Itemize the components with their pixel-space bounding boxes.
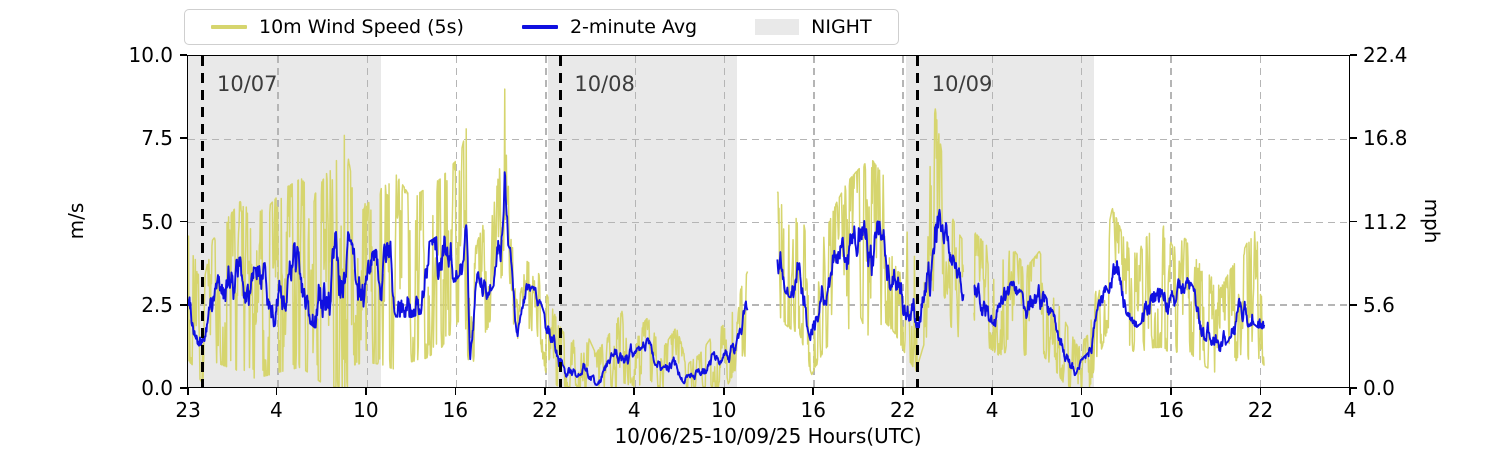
x-tick-label: 22 (532, 398, 558, 422)
midnight-dashed-line (558, 56, 562, 387)
vertical-gridline (902, 56, 904, 387)
y-tick-mark-left (180, 137, 187, 140)
legend-item-avg: 2-minute Avg (521, 16, 698, 38)
vertical-gridline (1081, 56, 1083, 387)
midnight-dashed-line (201, 56, 205, 387)
y-tick-mark-left (180, 220, 187, 223)
y-tick-label-left: 0.0 (141, 376, 173, 400)
date-annotation: 10/07 (216, 72, 278, 96)
vertical-gridline (723, 56, 726, 387)
legend-item-raw: 10m Wind Speed (5s) (211, 16, 464, 38)
y-tick-label-right: 22.4 (1363, 43, 1408, 67)
legend-raw-label: 10m Wind Speed (5s) (259, 16, 464, 38)
data-series-canvas (188, 56, 1349, 387)
x-tick-mark (544, 388, 546, 395)
x-tick-label: 10 (1068, 398, 1095, 422)
x-tick-label: 16 (442, 398, 469, 422)
y-tick-mark-right (1350, 137, 1357, 140)
vertical-gridline (991, 56, 994, 387)
plot-area: 10/07 10/08 10/09 (187, 55, 1350, 388)
y-tick-label-right: 0.0 (1363, 376, 1395, 400)
x-tick-mark (812, 388, 815, 395)
y-tick-label-right: 5.6 (1363, 292, 1395, 317)
y-tick-label-right: 11.2 (1363, 209, 1408, 234)
x-axis-label: 10/06/25-10/09/25 Hours(UTC) (614, 424, 922, 448)
y-tick-mark-right (1350, 387, 1357, 389)
x-tick-label: 23 (175, 398, 201, 422)
avg-line-swatch (521, 25, 558, 29)
x-tick-mark (275, 388, 278, 395)
vertical-gridline (455, 56, 458, 387)
legend: 10m Wind Speed (5s) 2-minute Avg NIGHT (184, 9, 899, 45)
y-axis-label-left: m/s (64, 202, 88, 240)
x-tick-mark (633, 388, 636, 395)
x-tick-label: 16 (800, 398, 826, 422)
x-tick-label: 4 (985, 398, 999, 422)
x-tick-mark (1259, 388, 1262, 395)
x-tick-label: 22 (889, 398, 916, 422)
y-tick-mark-right (1350, 303, 1357, 306)
vertical-gridline (1170, 56, 1172, 387)
vertical-gridline (545, 56, 547, 387)
y-tick-label-right: 16.8 (1363, 126, 1408, 151)
x-tick-label: 4 (627, 398, 641, 422)
date-annotation: 10/09 (931, 72, 993, 96)
y-tick-mark-right (1350, 220, 1357, 223)
y-axis-label-right: mph (1420, 198, 1444, 244)
x-tick-mark (365, 388, 367, 395)
x-tick-mark (187, 388, 189, 395)
date-annotation: 10/08 (574, 72, 635, 96)
x-tick-label: 4 (270, 398, 283, 422)
y-tick-label-left: 7.5 (141, 126, 173, 151)
y-tick-mark-left (180, 387, 187, 389)
legend-avg-label: 2-minute Avg (569, 16, 698, 38)
y-tick-mark-right (1350, 54, 1357, 56)
x-tick-mark (901, 388, 904, 395)
legend-night-label: NIGHT (811, 16, 872, 38)
x-tick-mark (1349, 388, 1351, 395)
night-patch-swatch (755, 19, 800, 35)
raw-line-swatch (211, 25, 247, 29)
y-tick-label-left: 5.0 (141, 209, 173, 234)
vertical-gridline (1259, 56, 1262, 387)
x-tick-mark (991, 388, 993, 395)
horizontal-gridline (188, 138, 1349, 141)
avg-wind-series (188, 172, 1264, 385)
y-tick-mark-left (180, 54, 187, 56)
x-tick-mark (454, 388, 457, 395)
midnight-dashed-line (916, 56, 920, 387)
horizontal-gridline (188, 221, 1349, 223)
vertical-gridline (634, 56, 636, 387)
x-tick-mark (1080, 388, 1083, 395)
horizontal-gridline (188, 304, 1349, 306)
x-tick-mark (722, 388, 725, 395)
x-tick-label: 22 (1247, 398, 1274, 422)
y-tick-mark-left (180, 303, 187, 306)
x-tick-mark (1170, 388, 1172, 395)
x-tick-label: 10 (710, 398, 737, 422)
x-tick-label: 4 (1343, 398, 1357, 422)
y-tick-label-left: 10.0 (128, 43, 173, 67)
y-tick-label-left: 2.5 (141, 292, 173, 317)
vertical-gridline (813, 56, 815, 387)
legend-item-night: NIGHT (755, 16, 872, 38)
x-tick-label: 10 (353, 398, 379, 422)
x-tick-label: 16 (1158, 398, 1184, 422)
